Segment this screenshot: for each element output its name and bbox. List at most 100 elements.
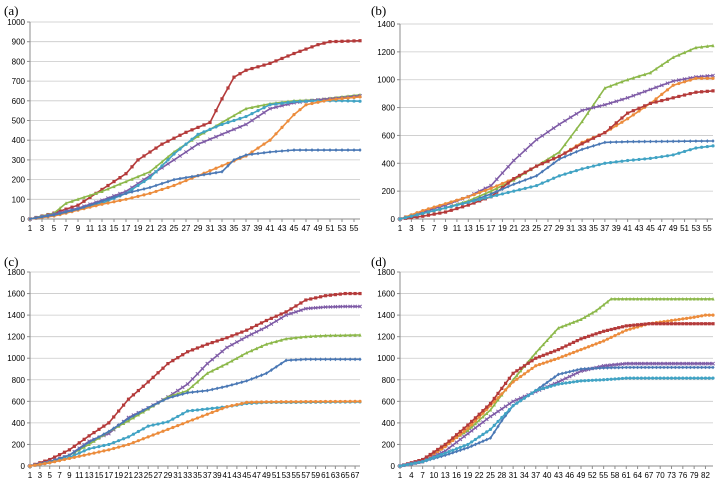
data-point — [553, 357, 557, 362]
data-point — [358, 304, 362, 309]
data-point — [602, 378, 606, 382]
data-point — [711, 144, 715, 148]
data-point — [654, 100, 658, 104]
data-point — [711, 43, 715, 48]
data-point — [557, 154, 561, 158]
data-point — [58, 206, 62, 210]
data-point — [560, 355, 564, 359]
data-point — [234, 340, 239, 345]
data-point — [473, 437, 478, 442]
data-point — [254, 400, 259, 404]
data-point — [161, 398, 165, 403]
data-point — [200, 389, 204, 393]
data-point — [688, 361, 693, 366]
data-point — [534, 388, 538, 393]
data-point — [564, 353, 568, 357]
data-point — [546, 179, 550, 183]
data-point — [671, 139, 675, 144]
data-point — [692, 361, 697, 366]
data-point — [560, 324, 564, 329]
data-point — [669, 296, 674, 301]
data-point — [160, 164, 164, 168]
data-point — [507, 401, 512, 406]
data-point — [72, 455, 76, 459]
data-point — [264, 342, 269, 346]
data-point — [694, 139, 698, 144]
data-point — [190, 384, 195, 388]
x-tick-label: 39 — [254, 224, 263, 233]
x-tick-label: 9 — [67, 471, 72, 480]
data-point — [526, 361, 530, 365]
data-point — [626, 158, 630, 163]
data-point — [284, 313, 289, 318]
data-point — [512, 177, 516, 181]
data-point — [184, 175, 188, 180]
data-point — [154, 189, 158, 194]
data-point — [421, 209, 425, 213]
data-point — [292, 51, 296, 56]
data-point — [552, 161, 556, 166]
data-point — [298, 308, 303, 313]
data-point — [473, 421, 478, 426]
data-point — [470, 425, 474, 429]
data-point — [292, 148, 296, 152]
x-tick-label: 53 — [691, 224, 700, 233]
data-point — [643, 104, 647, 108]
data-point — [309, 400, 313, 404]
data-point — [534, 173, 539, 178]
data-point — [208, 171, 212, 176]
data-point — [692, 315, 696, 319]
data-point — [557, 174, 561, 178]
series-line-blue — [29, 149, 360, 220]
x-tick-label: 25 — [532, 224, 541, 233]
data-point — [343, 357, 347, 362]
data-point — [186, 420, 190, 424]
data-point — [172, 157, 176, 162]
data-point — [639, 296, 643, 301]
data-point — [503, 411, 508, 416]
data-point — [274, 364, 278, 369]
data-point — [574, 168, 579, 173]
x-tick-label: 15 — [475, 224, 484, 233]
data-point — [648, 101, 652, 105]
data-point — [328, 148, 332, 152]
data-point — [541, 342, 545, 347]
data-point — [528, 142, 533, 147]
data-point — [700, 76, 704, 80]
data-point — [254, 329, 259, 334]
data-point — [286, 119, 290, 123]
x-tick-label: 45 — [646, 224, 655, 233]
data-point — [235, 332, 239, 336]
data-point — [220, 349, 225, 354]
series-line-green — [399, 44, 714, 220]
data-point — [112, 195, 116, 200]
data-point — [546, 159, 550, 163]
data-point — [563, 118, 567, 123]
data-point — [264, 400, 269, 404]
data-point — [560, 378, 565, 383]
data-point — [166, 427, 170, 431]
data-point — [637, 157, 641, 162]
data-point — [244, 334, 249, 339]
data-point — [540, 181, 544, 185]
data-point — [348, 304, 353, 309]
data-point — [215, 366, 219, 371]
data-point — [208, 137, 212, 142]
data-point — [669, 361, 674, 366]
data-point — [340, 97, 344, 101]
data-point — [571, 320, 576, 324]
data-point — [705, 74, 710, 78]
data-point — [571, 340, 576, 345]
data-point — [564, 370, 568, 375]
data-point — [662, 361, 666, 366]
data-point — [268, 138, 272, 142]
data-point — [240, 380, 244, 385]
data-point — [545, 352, 549, 356]
panel-label: (d) — [371, 254, 386, 269]
data-point — [318, 333, 323, 338]
data-point — [677, 322, 681, 326]
data-point — [250, 66, 254, 71]
data-point — [688, 316, 692, 320]
data-point — [477, 435, 481, 439]
data-point — [700, 296, 704, 301]
